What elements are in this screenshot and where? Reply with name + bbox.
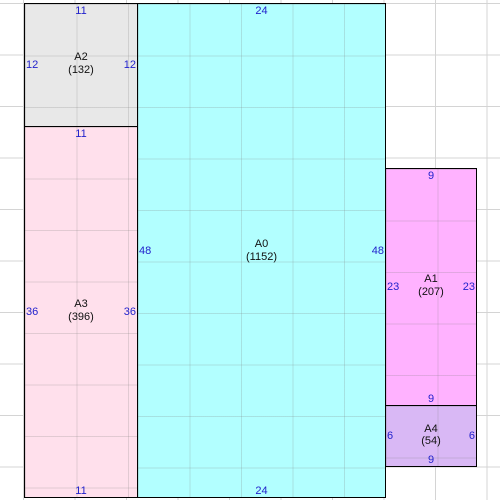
area-a2-grid <box>25 4 137 126</box>
area-a2[interactable]: 11 12 12 A2 (132) <box>24 3 138 127</box>
area-a4-grid <box>386 406 476 466</box>
area-a4[interactable]: 9 6 6 A4 (54) <box>385 405 477 467</box>
area-a0-grid <box>138 4 385 497</box>
area-a2-name: A2 <box>74 51 88 63</box>
area-a1-bottom-dimension: 9 <box>427 393 435 405</box>
area-a3-left-dimension: 36 <box>26 306 39 318</box>
area-a1-size: (207) <box>418 286 444 298</box>
area-a4-size: (54) <box>421 435 441 447</box>
area-a1-name: A1 <box>424 273 438 285</box>
area-a3-grid <box>25 127 137 497</box>
area-a0-right-dimension: 48 <box>371 244 384 257</box>
area-a0-size: (1152) <box>246 251 277 263</box>
area-a0-top-dimension: 24 <box>255 5 268 17</box>
area-a1-top-dimension: 9 <box>427 170 435 182</box>
area-a3-name: A3 <box>74 298 88 310</box>
area-a2-size: (132) <box>68 64 94 76</box>
area-a4-left-dimension: 6 <box>387 430 394 442</box>
area-a1[interactable]: 9 9 23 23 A1 (207) <box>385 168 477 406</box>
area-a3-bottom-dimension: 11 <box>75 485 87 497</box>
area-a4-name: A4 <box>424 423 438 435</box>
area-a1-grid <box>386 169 476 405</box>
area-a4-bottom-dimension: 9 <box>427 454 435 466</box>
area-a3-top-dimension: 11 <box>75 128 87 140</box>
area-a3[interactable]: 11 11 36 36 A3 (396) <box>24 126 138 498</box>
area-a0-bottom-dimension: 24 <box>255 485 268 497</box>
area-a1-right-dimension: 23 <box>462 281 475 293</box>
area-a2-right-dimension: 12 <box>123 59 136 71</box>
area-a0[interactable]: 24 24 48 48 A0 (1152) <box>137 3 386 498</box>
area-a2-top-dimension: 11 <box>75 5 87 17</box>
area-a2-left-dimension: 12 <box>26 59 39 71</box>
area-a0-name: A0 <box>254 238 269 250</box>
area-a3-right-dimension: 36 <box>123 306 136 318</box>
area-a0-left-dimension: 48 <box>139 244 152 257</box>
area-a4-right-dimension: 6 <box>468 430 475 442</box>
area-a3-size: (396) <box>68 311 94 323</box>
area-a1-left-dimension: 23 <box>387 281 400 293</box>
